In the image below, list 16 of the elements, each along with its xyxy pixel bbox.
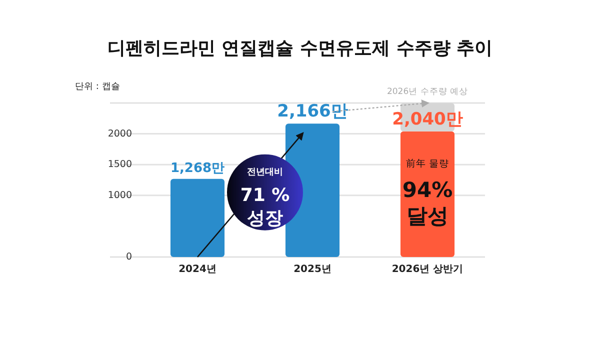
data-label: 2,040만 <box>392 109 463 130</box>
text: 단위 : 캡슐 <box>75 82 120 92</box>
y-tick-label: 1500 <box>108 159 132 170</box>
x-tick-label: 2024년 <box>178 264 216 275</box>
data-label: 1,268만 <box>170 160 225 176</box>
x-tick-label: 2025년 <box>294 264 332 275</box>
annotation: 2026년 수주량 예상 <box>386 87 468 97</box>
y-tick-label: 1000 <box>108 190 132 201</box>
annotation: 전년대비 71 % 성장 <box>240 167 290 229</box>
data-label: 2,166만 <box>277 102 348 122</box>
annotation: 前年 물량 94% 달성 <box>402 157 453 228</box>
bar <box>170 178 225 257</box>
x-tick-label: 2026년 상반기 <box>392 264 464 275</box>
y-tick-label: 0 <box>126 252 132 262</box>
y-tick-label: 2000 <box>108 128 132 140</box>
chart-title: 디펜히드라민 연질캡슐 수면유도제 수주량 추이 <box>107 38 493 59</box>
